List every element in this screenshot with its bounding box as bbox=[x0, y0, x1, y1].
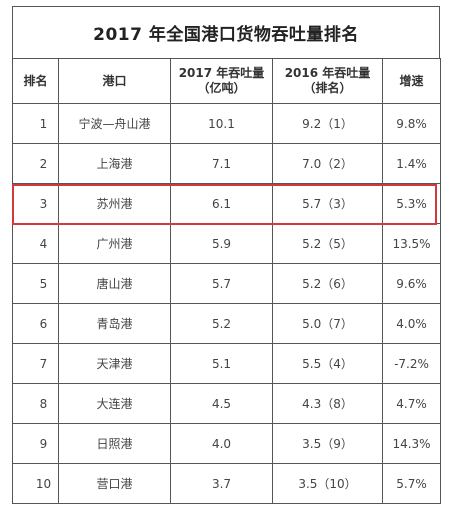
table-row: 2 上海港 7.1 7.0（2） 1.4% bbox=[12, 143, 441, 184]
cell-2017-throughput: 5.7 bbox=[170, 263, 273, 304]
table-title: 2017 年全国港口货物吞吐量排名 bbox=[93, 25, 359, 45]
cell-rank: 2 bbox=[12, 143, 59, 184]
cell-rank: 9 bbox=[12, 423, 59, 464]
cell-2016-throughput: 5.2（5） bbox=[272, 223, 383, 264]
cell-2017-throughput: 5.2 bbox=[170, 303, 273, 344]
header-port: 港口 bbox=[58, 58, 171, 104]
cell-2016-throughput: 5.5（4） bbox=[272, 343, 383, 384]
cell-2017-throughput: 10.1 bbox=[170, 103, 273, 144]
header-2017-throughput: 2017 年吞吐量 （亿吨） bbox=[170, 58, 273, 104]
cell-growth: 13.5% bbox=[382, 223, 441, 264]
cell-2017-throughput: 6.1 bbox=[170, 183, 273, 224]
cell-rank: 4 bbox=[12, 223, 59, 264]
header-rank: 排名 bbox=[12, 58, 59, 104]
cell-port: 宁波—舟山港 bbox=[58, 103, 171, 144]
cell-2017-throughput: 7.1 bbox=[170, 143, 273, 184]
cell-growth: 14.3% bbox=[382, 423, 441, 464]
cell-port: 天津港 bbox=[58, 343, 171, 384]
table-header: 排名 港口 2017 年吞吐量 （亿吨） 2016 年吞吐量 （排名） 增速 bbox=[12, 58, 441, 104]
header-2016-throughput: 2016 年吞吐量 （排名） bbox=[272, 58, 383, 104]
cell-port: 日照港 bbox=[58, 423, 171, 464]
cell-growth: 4.7% bbox=[382, 383, 441, 424]
cell-2016-throughput: 3.5（10） bbox=[272, 463, 383, 504]
cell-2017-throughput: 4.5 bbox=[170, 383, 273, 424]
cell-2017-throughput: 5.1 bbox=[170, 343, 273, 384]
cell-rank: 7 bbox=[12, 343, 59, 384]
cell-growth: 9.8% bbox=[382, 103, 441, 144]
cell-growth: 4.0% bbox=[382, 303, 441, 344]
cell-port: 苏州港 bbox=[58, 183, 171, 224]
table-row: 5 唐山港 5.7 5.2（6） 9.6% bbox=[12, 263, 441, 304]
cell-2016-throughput: 5.2（6） bbox=[272, 263, 383, 304]
header-2017-line2: （亿吨） bbox=[197, 81, 246, 95]
table-row: 9 日照港 4.0 3.5（9） 14.3% bbox=[12, 423, 441, 464]
table-row: 6 青岛港 5.2 5.0（7） 4.0% bbox=[12, 303, 441, 344]
table-row: 7 天津港 5.1 5.5（4） -7.2% bbox=[12, 343, 441, 384]
cell-rank: 5 bbox=[12, 263, 59, 304]
cell-growth: 5.7% bbox=[382, 463, 441, 504]
cell-port: 唐山港 bbox=[58, 263, 171, 304]
header-2017-line1: 2017 年吞吐量 bbox=[178, 66, 265, 80]
cell-rank: 3 bbox=[12, 183, 59, 224]
table-row: 8 大连港 4.5 4.3（8） 4.7% bbox=[12, 383, 441, 424]
table-row: 10 营口港 3.7 3.5（10） 5.7% bbox=[12, 463, 441, 504]
table-row: 4 广州港 5.9 5.2（5） 13.5% bbox=[12, 223, 441, 264]
cell-growth: 9.6% bbox=[382, 263, 441, 304]
cell-2016-throughput: 9.2（1） bbox=[272, 103, 383, 144]
cell-2017-throughput: 4.0 bbox=[170, 423, 273, 464]
cell-rank: 10 bbox=[12, 463, 59, 504]
cell-port: 广州港 bbox=[58, 223, 171, 264]
port-ranking-table: 排名 港口 2017 年吞吐量 （亿吨） 2016 年吞吐量 （排名） 增速 1… bbox=[12, 58, 441, 504]
cell-2016-throughput: 4.3（8） bbox=[272, 383, 383, 424]
cell-port: 上海港 bbox=[58, 143, 171, 184]
cell-2017-throughput: 3.7 bbox=[170, 463, 273, 504]
cell-rank: 8 bbox=[12, 383, 59, 424]
cell-growth: 5.3% bbox=[382, 183, 441, 224]
cell-port: 营口港 bbox=[58, 463, 171, 504]
cell-2016-throughput: 3.5（9） bbox=[272, 423, 383, 464]
cell-2016-throughput: 7.0（2） bbox=[272, 143, 383, 184]
header-row: 排名 港口 2017 年吞吐量 （亿吨） 2016 年吞吐量 （排名） 增速 bbox=[12, 58, 441, 104]
cell-growth-negative: -7.2% bbox=[382, 343, 441, 384]
cell-2016-throughput: 5.0（7） bbox=[272, 303, 383, 344]
cell-2017-throughput: 5.9 bbox=[170, 223, 273, 264]
header-2016-line1: 2016 年吞吐量 bbox=[284, 66, 371, 80]
cell-port: 大连港 bbox=[58, 383, 171, 424]
cell-port: 青岛港 bbox=[58, 303, 171, 344]
header-2016-line2: （排名） bbox=[303, 81, 352, 95]
cell-rank: 6 bbox=[12, 303, 59, 344]
title-box: 2017 年全国港口货物吞吐量排名 bbox=[12, 6, 440, 58]
table-row: 1 宁波—舟山港 10.1 9.2（1） 9.8% bbox=[12, 103, 441, 144]
cell-2016-throughput: 5.7（3） bbox=[272, 183, 383, 224]
table-body: 1 宁波—舟山港 10.1 9.2（1） 9.8% 2 上海港 7.1 7.0（… bbox=[12, 103, 441, 504]
header-growth: 增速 bbox=[382, 58, 441, 104]
cell-rank: 1 bbox=[12, 103, 59, 144]
table-row-highlighted: 3 苏州港 6.1 5.7（3） 5.3% bbox=[12, 183, 441, 224]
cell-growth: 1.4% bbox=[382, 143, 441, 184]
